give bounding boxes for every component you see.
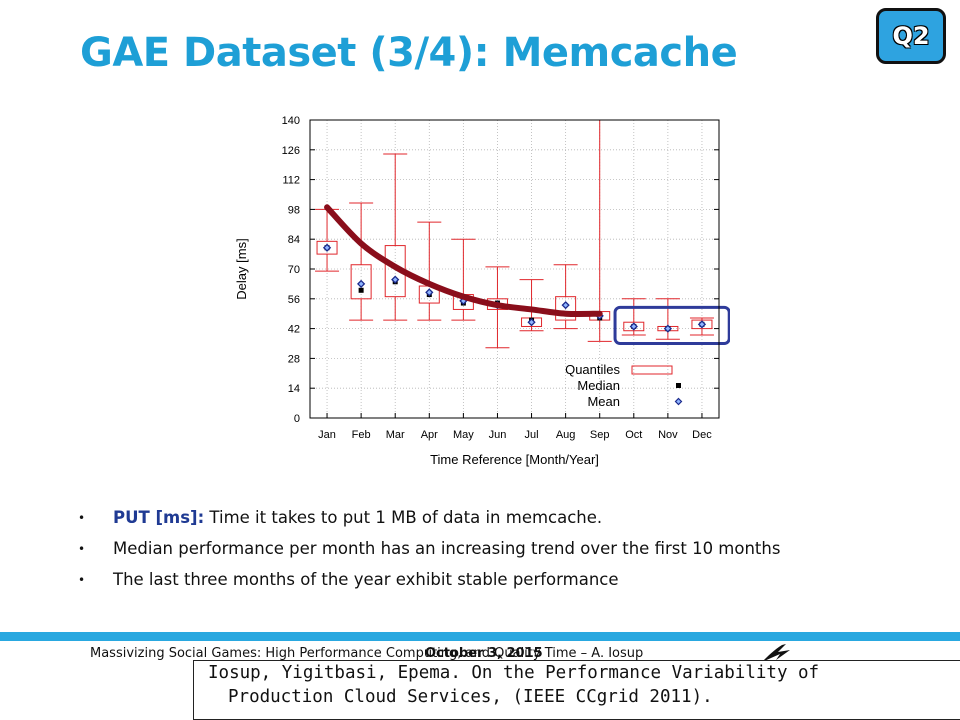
x-tick-label: Nov [658,429,678,441]
y-axis-label: Delay [ms] [234,238,249,299]
bullet-list: • PUT [ms]: Time it takes to put 1 MB of… [78,506,780,599]
bullet-item: • PUT [ms]: Time it takes to put 1 MB of… [78,506,780,537]
x-tick-label: Jun [489,429,507,441]
bullet-item: • Median performance per month has an in… [78,537,780,568]
trend-curve [324,204,603,318]
quantile-boxes [315,119,714,349]
x-tick-label: Mar [386,429,405,441]
legend-label: Mean [587,394,620,409]
y-tick-label: 70 [288,264,300,276]
mean-marker [425,288,434,297]
mean-marker [663,324,672,333]
y-tick-label: 126 [282,145,300,157]
mean-marker [322,243,332,252]
quantile-box [555,296,577,321]
bullet-text: The last three months of the year exhibi… [113,570,619,589]
legend-mean-swatch [674,397,683,406]
y-tick-label: 56 [288,294,300,306]
bullet-text: Median performance per month has an incr… [113,539,781,558]
highlight-rectangle [613,305,730,345]
footer-text: Massivizing Social Games: High Performan… [90,646,644,661]
mean-marker [629,322,638,331]
bullet-item: • The last three months of the year exhi… [78,568,780,599]
question-badge: Q2 [876,8,946,64]
mean-marker [697,320,707,329]
x-tick-label: Dec [692,429,712,441]
legend-median-swatch [676,383,681,388]
quantile-box [623,321,645,332]
plot-frame [309,119,720,419]
bullet-dot: • [78,573,86,587]
y-tick-label: 28 [288,353,300,365]
x-tick-label: Feb [352,429,371,441]
footer-date: October 3, 2015 [425,646,543,661]
x-axis-label: Time Reference [Month/Year] [430,452,599,467]
y-tick-label: 84 [288,234,300,246]
bullet-keyword: PUT [ms]: [113,508,205,527]
y-tick-label: 42 [288,324,300,336]
citation-line-1: Iosup, Yigitbasi, Epema. On the Performa… [208,663,820,683]
median-marker [358,287,364,293]
footer-accent-bar [0,632,960,641]
legend-label: Quantiles [565,362,620,377]
delay-boxplot-chart: 0 14 28 42 56 70 84 98 112 126 140 Jan Feb Mar Apr May… [234,115,730,467]
bullet-text: Time it takes to put 1 MB of data in mem… [204,508,603,527]
bullet-dot: • [78,511,86,525]
y-tick-label: 14 [288,383,300,395]
slide-title: GAE Dataset (3/4): Memcache [80,30,738,76]
quantile-box [350,264,372,300]
x-axis-ticks: Jan Feb Mar Apr May Jun Jul Aug Sep Oct Nov Dec [318,413,712,441]
x-tick-label: Oct [625,429,642,441]
x-tick-label: May [453,429,474,441]
y-tick-label: 112 [282,175,300,187]
mean-marker [391,275,400,284]
legend-label: Median [577,378,620,393]
mean-marker [527,318,536,327]
y-tick-label: 0 [294,413,300,425]
highlight-group [613,305,730,345]
legend-quantiles-swatch [631,365,673,375]
trend-curve-group [324,204,603,318]
mean-marker [357,279,366,289]
x-tick-label: Jan [318,429,336,441]
university-logo-icon [762,644,790,662]
quantile-box [691,319,713,330]
citation-box: Iosup, Yigitbasi, Epema. On the Performa… [193,660,960,720]
citation-line-2: Production Cloud Services, (IEEE CCgrid … [228,687,713,707]
x-tick-label: Apr [421,429,438,441]
quantile-box [316,240,338,255]
mean-marker [561,301,570,310]
bullet-dot: • [78,542,86,556]
x-tick-label: Jul [525,429,539,441]
x-tick-label: Aug [556,429,576,441]
y-tick-label: 140 [282,115,300,127]
y-axis-ticks: 0 14 28 42 56 70 84 98 112 126 140 [282,115,719,425]
x-tick-label: Sep [590,429,610,441]
y-tick-label: 98 [288,204,300,216]
